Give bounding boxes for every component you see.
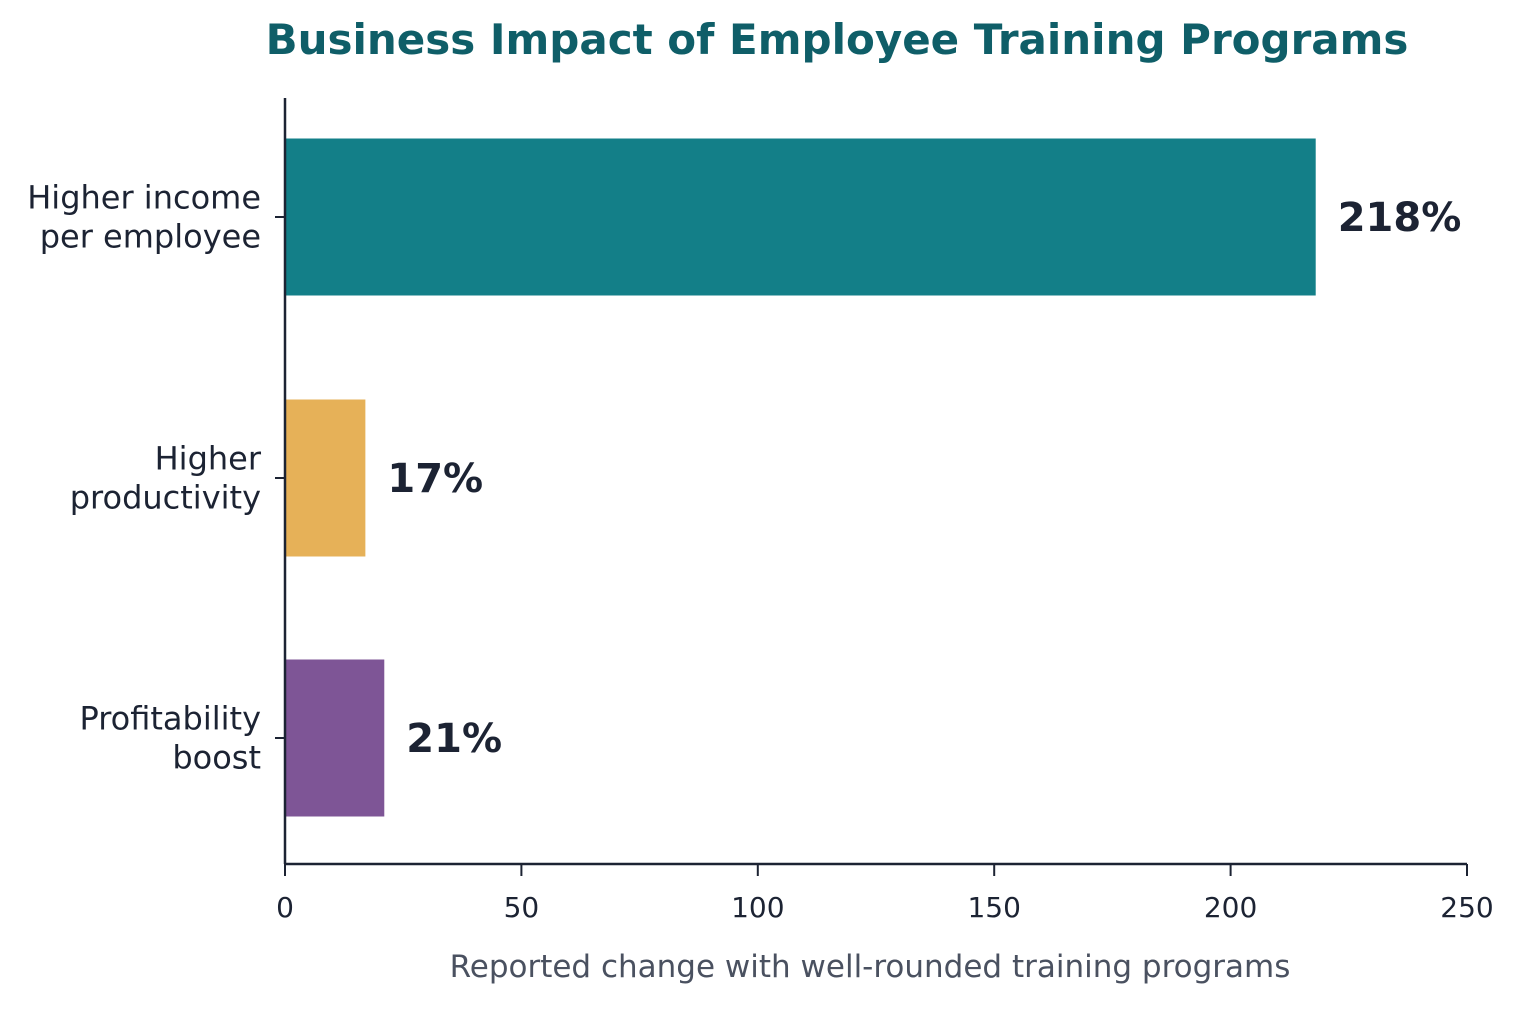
x-tick-label-2: 100: [731, 891, 784, 924]
category-label-line: Higher income: [27, 179, 261, 217]
bar-1: [285, 399, 366, 557]
category-label-line: Profitability: [79, 700, 261, 738]
x-tick-label-3: 150: [967, 891, 1020, 924]
category-label-line: Higher: [155, 440, 262, 478]
category-label-0: Higher income per employee: [27, 179, 261, 256]
category-label-2: Profitability boost: [79, 700, 261, 777]
value-label-0: 218%: [1338, 195, 1462, 241]
value-label-1: 17%: [387, 456, 483, 502]
x-tick-label-1: 50: [504, 891, 540, 924]
x-tick-label-0: 0: [276, 891, 294, 924]
bar-2: [285, 659, 385, 817]
category-label-line: productivity: [70, 479, 261, 517]
x-axis-title: Reported change with well-rounded traini…: [450, 949, 1291, 985]
x-tick-label-4: 200: [1204, 891, 1257, 924]
bars-layer: 218% 17% 21%: [285, 138, 1462, 817]
category-label-1: Higher productivity: [70, 440, 262, 517]
axes-layer: Higher income per employee Higher productiv…: [27, 98, 1494, 924]
category-label-line: boost: [172, 739, 261, 777]
x-tick-label-5: 250: [1440, 891, 1493, 924]
bar-0: [285, 138, 1316, 296]
category-label-line: per employee: [40, 218, 261, 256]
value-label-2: 21%: [406, 716, 502, 762]
chart-title: Business Impact of Employee Training Pro…: [266, 15, 1409, 64]
